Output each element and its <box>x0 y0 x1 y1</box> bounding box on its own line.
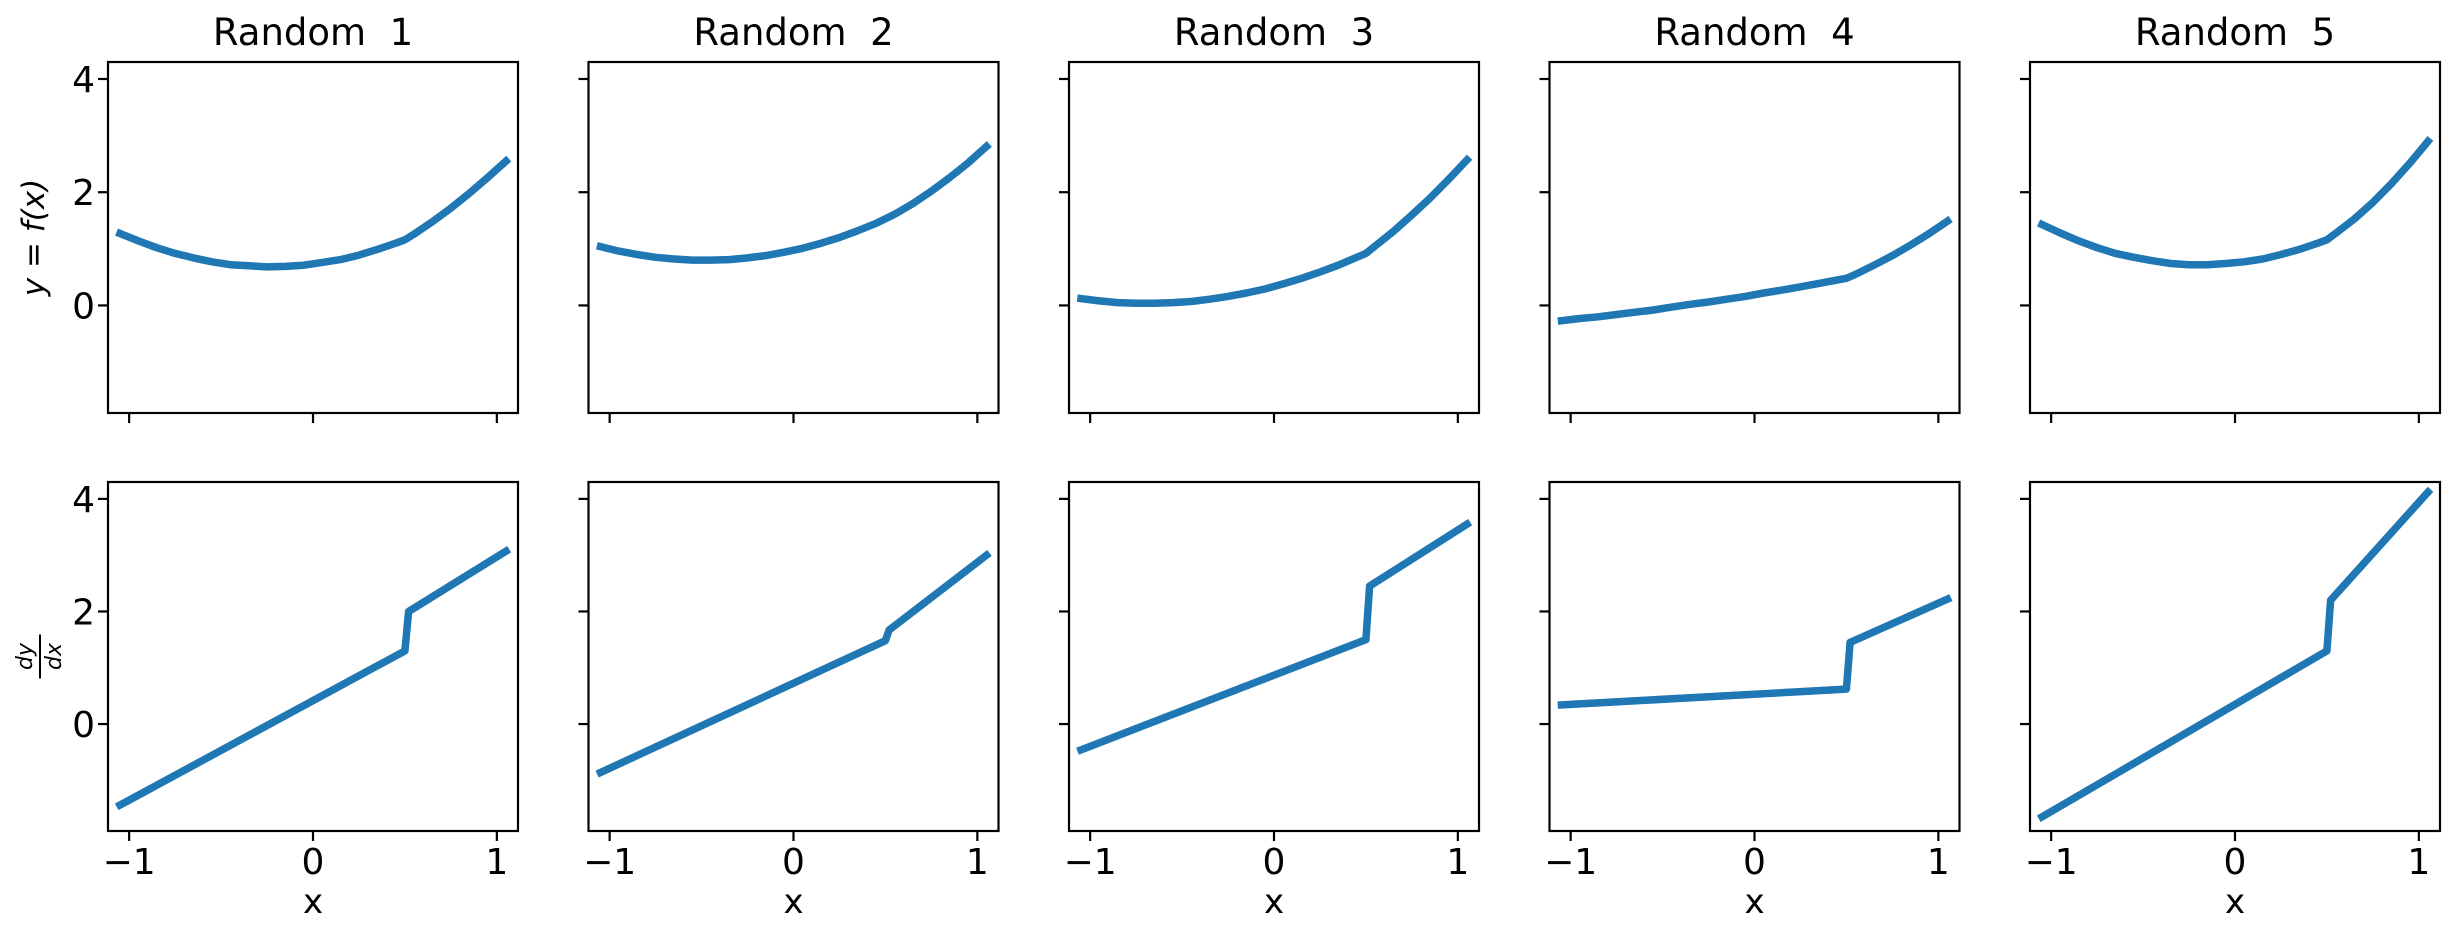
subplot-f-4: Random 4 <box>1539 11 1961 423</box>
x-tick-label: 1 <box>1446 842 1469 883</box>
x-tick-label: −1 <box>2025 842 2078 883</box>
x-axis-label: x <box>2225 882 2245 922</box>
data-line <box>1557 215 1953 325</box>
subplot-f-5: Random 5 <box>2020 11 2442 423</box>
data-line <box>2037 136 2434 269</box>
subplot-title: Random 1 <box>213 11 413 54</box>
y-axis-label-f-text: y = f(x) <box>16 179 52 297</box>
data-line <box>595 141 992 264</box>
axes-box <box>2028 480 2442 833</box>
y-tick-label: 4 <box>72 60 95 101</box>
x-tick-label: 1 <box>1927 842 1950 883</box>
data-line <box>595 549 992 778</box>
x-tick-label: −1 <box>583 842 636 883</box>
data-line <box>2036 486 2434 823</box>
x-tick-label: −1 <box>1064 842 1117 883</box>
data-line <box>1076 519 1473 755</box>
subplot-dfdx-5: −1 0 1 x <box>2020 480 2442 922</box>
x-tick-label: 0 <box>1263 842 1286 883</box>
x-tick-label: 0 <box>2224 842 2247 883</box>
y-axis-label-f: y = f(x) <box>16 179 52 297</box>
axes-box <box>1548 480 1961 833</box>
data-line <box>114 546 512 811</box>
y-tick-label: 0 <box>72 705 95 746</box>
axes-box <box>1548 60 1961 415</box>
x-axis-label: x <box>303 882 323 922</box>
x-tick-label: 1 <box>485 842 508 883</box>
subplot-dfdx-3: −1 0 1 x <box>1059 480 1481 922</box>
subplot-title: Random 3 <box>1174 11 1374 54</box>
subplot-dfdx-4: −1 0 1 x <box>1539 480 1961 922</box>
subplot-f-3: Random 3 <box>1059 11 1481 423</box>
axes-box <box>2028 60 2442 415</box>
x-tick-label: 0 <box>782 842 805 883</box>
y-tick-label: 2 <box>72 592 95 633</box>
data-line <box>1557 594 1953 709</box>
x-axis-label: x <box>1264 882 1284 922</box>
axes-box <box>106 60 520 415</box>
x-axis-label: x <box>1744 882 1764 922</box>
x-tick-label: −1 <box>103 842 156 883</box>
y-tick-label: 2 <box>72 173 95 214</box>
data-line <box>1076 154 1473 307</box>
y-axis-label-dydx: dy dx <box>13 634 67 679</box>
subplot-title: Random 5 <box>2135 11 2335 54</box>
x-tick-label: 0 <box>1743 842 1766 883</box>
subplot-dfdx-2: −1 0 1 x <box>578 480 1000 922</box>
x-tick-label: 1 <box>966 842 989 883</box>
y-tick-label: 0 <box>72 286 95 327</box>
subplot-title: Random 2 <box>693 11 893 54</box>
axes-box <box>587 60 1000 415</box>
dydx-numerator: dy <box>13 642 38 670</box>
axes-box <box>1067 60 1481 415</box>
dydx-denominator: dx <box>42 642 67 670</box>
axes-box <box>1067 480 1481 833</box>
axes-box <box>587 480 1000 833</box>
subplot-f-2: Random 2 <box>578 11 1000 423</box>
subplot-dfdx-1: −1 0 1 0 2 4 x <box>72 480 520 922</box>
x-tick-label: 1 <box>2407 842 2430 883</box>
subplot-title: Random 4 <box>1654 11 1854 54</box>
y-tick-label: 4 <box>72 480 95 521</box>
x-axis-label: x <box>783 882 803 922</box>
x-tick-label: 0 <box>302 842 325 883</box>
x-tick-label: −1 <box>1544 842 1597 883</box>
subplot-f-1: 0 2 4 Random 1 <box>72 11 520 423</box>
data-line <box>115 155 512 271</box>
